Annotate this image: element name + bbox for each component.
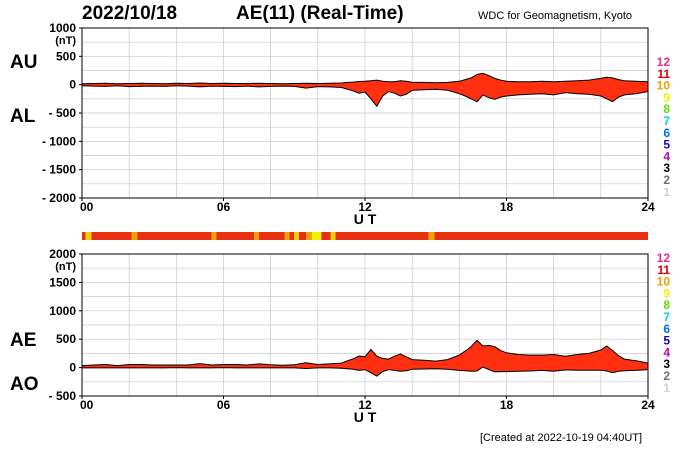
y-tick-label: - 500 xyxy=(49,106,77,120)
legend-level-7: 7 xyxy=(663,114,670,128)
legend-level-11: 11 xyxy=(657,67,670,81)
y-tick-label: 500 xyxy=(56,49,76,63)
activity-segment xyxy=(137,232,212,240)
y-tick-label: 500 xyxy=(56,332,76,346)
activity-segment xyxy=(289,232,295,240)
series-line-ae xyxy=(81,339,649,367)
x-tick-label: 12 xyxy=(358,200,372,214)
legend-level-4: 4 xyxy=(663,345,670,359)
y-tick-label: - 500 xyxy=(49,389,77,403)
legend-level-5: 5 xyxy=(663,138,670,152)
x-axis-label: U T xyxy=(354,211,377,227)
legend-level-9: 9 xyxy=(663,90,670,104)
x-axis-label: U T xyxy=(354,409,377,425)
legend-level-11: 11 xyxy=(657,263,670,277)
legend-level-2: 2 xyxy=(663,369,670,383)
legend-level-3: 3 xyxy=(663,357,670,371)
series-line-au xyxy=(81,72,649,85)
activity-segment xyxy=(91,232,132,240)
y-tick-label: 0 xyxy=(69,78,76,92)
x-tick-label: 18 xyxy=(500,398,514,412)
x-tick-label: 24 xyxy=(641,200,655,214)
chart-title: AE(11) (Real-Time) xyxy=(236,3,404,24)
ao-label: AO xyxy=(10,374,39,395)
legend-level-6: 6 xyxy=(663,126,670,140)
activity-segment xyxy=(211,232,217,240)
ae-label: AE xyxy=(10,330,36,351)
legend-level-8: 8 xyxy=(663,298,670,312)
ae-ao-panel: 2000 1500 1000 500 0 - 500 (nT) 00 06 12 18 24 U T xyxy=(49,247,655,425)
series-line-ao xyxy=(82,366,649,377)
activity-segment xyxy=(428,232,435,240)
x-tick-label: 24 xyxy=(641,398,655,412)
legend-level-5: 5 xyxy=(663,334,670,348)
legend-level-10: 10 xyxy=(657,79,671,93)
activity-segment xyxy=(306,232,312,240)
created-timestamp: [Created at 2022-10-19 04:40UT] xyxy=(480,432,643,444)
legend-level-12: 12 xyxy=(657,251,671,265)
legend-level-3: 3 xyxy=(663,161,670,175)
al-label: AL xyxy=(10,106,36,127)
legend-level-2: 2 xyxy=(663,173,670,187)
legend-level-7: 7 xyxy=(663,310,670,324)
y-tick-label: 1000 xyxy=(49,304,76,318)
y-tick-label: - 1500 xyxy=(42,163,76,177)
legend-level-1: 1 xyxy=(663,381,670,395)
activity-segment xyxy=(216,232,255,240)
activity-segment xyxy=(311,232,322,240)
legend-level-9: 9 xyxy=(663,286,670,300)
activity-segment xyxy=(254,232,259,240)
activity-segment xyxy=(321,232,331,240)
activity-segment xyxy=(330,232,336,240)
activity-segment xyxy=(82,232,86,240)
legend-level-6: 6 xyxy=(663,322,670,336)
legend-level-1: 1 xyxy=(663,185,670,199)
x-tick-label: 00 xyxy=(80,398,94,412)
activity-segment xyxy=(284,232,290,240)
y-tick-label: 2000 xyxy=(49,247,76,261)
activity-segment xyxy=(298,232,307,240)
activity-segment xyxy=(258,232,285,240)
y-tick-label: 0 xyxy=(69,361,76,375)
activity-segment xyxy=(131,232,138,240)
y-tick-label: 1000 xyxy=(49,21,76,35)
activity-segment xyxy=(85,232,92,240)
x-tick-label: 12 xyxy=(358,398,372,412)
y-tick-label: 1500 xyxy=(49,275,76,289)
au-al-panel: 1000 500 0 - 500 - 1000 - 1500 - 2000 (nT) 00 06 1… xyxy=(42,21,655,227)
data-source: WDC for Geomagnetism, Kyoto xyxy=(478,10,633,22)
y-tick-label: - 2000 xyxy=(42,191,76,205)
x-tick-label: 18 xyxy=(500,200,514,214)
activity-bar xyxy=(82,232,648,240)
legend-level-10: 10 xyxy=(657,275,671,289)
chart-date: 2022/10/18 xyxy=(82,3,178,24)
y-axis-unit: (nT) xyxy=(55,261,76,273)
x-tick-label: 06 xyxy=(217,200,231,214)
y-axis-unit: (nT) xyxy=(55,35,76,47)
activity-segment xyxy=(434,232,648,240)
legend-level-12: 12 xyxy=(657,55,671,69)
legend-level-8: 8 xyxy=(663,102,670,116)
x-tick-label: 00 xyxy=(80,200,94,214)
activity-segment xyxy=(335,232,429,240)
au-label: AU xyxy=(10,52,37,73)
activity-segment xyxy=(294,232,299,240)
x-tick-label: 06 xyxy=(217,398,231,412)
y-tick-label: - 1000 xyxy=(42,134,76,148)
legend-level-4: 4 xyxy=(663,149,670,163)
series-line-al xyxy=(81,85,649,108)
